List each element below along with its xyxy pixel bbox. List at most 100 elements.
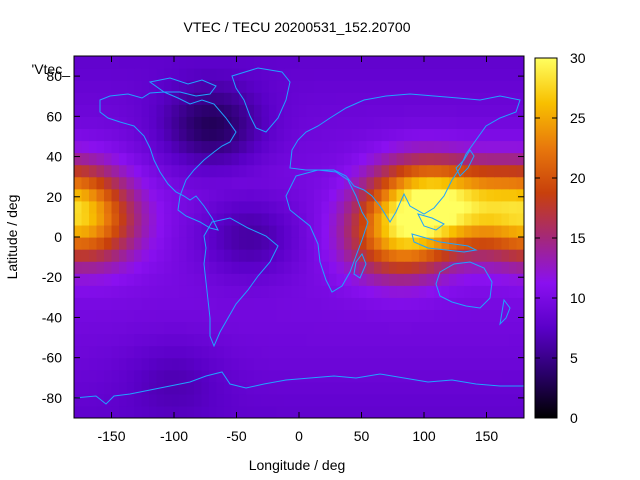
heatmap-cell <box>449 200 458 214</box>
heatmap-cell <box>224 381 233 395</box>
heatmap-cell <box>344 56 353 69</box>
heatmap-cell <box>389 200 398 214</box>
heatmap-cell <box>306 164 315 178</box>
heatmap-cell <box>464 381 473 395</box>
heatmap-cell <box>141 345 150 359</box>
heatmap-cell <box>479 273 488 286</box>
heatmap-cell <box>449 104 458 117</box>
heatmap-cell <box>119 333 128 347</box>
heatmap-cell <box>134 188 143 202</box>
heatmap-cell <box>299 393 308 407</box>
heatmap-cell <box>321 381 330 395</box>
heatmap-cell <box>171 261 180 274</box>
heatmap-cell <box>201 80 210 93</box>
heatmap-cell <box>104 128 113 142</box>
heatmap-cell <box>111 164 120 178</box>
heatmap-cell <box>456 309 465 323</box>
heatmap-cell <box>141 381 150 395</box>
heatmap-cell <box>366 357 375 371</box>
heatmap-cell <box>119 68 128 81</box>
heatmap-cell <box>141 249 150 262</box>
heatmap-cell <box>141 285 150 298</box>
heatmap-cell <box>194 200 203 214</box>
heatmap-cell <box>456 56 465 69</box>
heatmap-cell <box>366 285 375 298</box>
heatmap-cell <box>321 285 330 298</box>
heatmap-cell <box>111 357 120 371</box>
heatmap-cell <box>374 357 383 371</box>
heatmap-cell <box>254 140 263 154</box>
heatmap-cell <box>389 381 398 395</box>
heatmap-cell <box>374 68 383 81</box>
heatmap-cell <box>104 152 113 166</box>
heatmap-cell <box>276 104 285 117</box>
heatmap-cell <box>434 212 443 226</box>
heatmap-cell <box>119 212 128 226</box>
heatmap-cell <box>89 212 98 226</box>
heatmap-cell <box>141 56 150 69</box>
heatmap-cell <box>411 128 420 142</box>
heatmap-cell <box>254 212 263 226</box>
heatmap-cell <box>179 224 188 238</box>
heatmap-cell <box>141 68 150 81</box>
heatmap-cell <box>441 237 450 250</box>
heatmap-cell <box>104 249 113 262</box>
heatmap-cell <box>216 309 225 323</box>
heatmap-cell <box>299 104 308 117</box>
heatmap-cell <box>471 237 480 250</box>
heatmap-cell <box>389 309 398 323</box>
heatmap-cell <box>104 176 113 190</box>
heatmap-cell <box>119 92 128 105</box>
heatmap-cell <box>419 345 428 359</box>
heatmap-cell <box>269 333 278 347</box>
heatmap-cell <box>261 285 270 298</box>
heatmap-cell <box>456 152 465 166</box>
heatmap-cell <box>104 309 113 323</box>
heatmap-cell <box>314 188 323 202</box>
heatmap-cell <box>209 321 218 335</box>
heatmap-cell <box>426 381 435 395</box>
heatmap-cell <box>501 249 510 262</box>
heatmap-cell <box>74 212 83 226</box>
heatmap-cell <box>501 164 510 178</box>
heatmap-cell <box>396 357 405 371</box>
heatmap-cell <box>111 212 120 226</box>
heatmap-cell <box>516 176 524 190</box>
heatmap-cell <box>501 357 510 371</box>
coastline-greenland <box>231 67 291 133</box>
heatmap-cell <box>291 357 300 371</box>
heatmap-cell <box>104 212 113 226</box>
heatmap-cell <box>201 68 210 81</box>
heatmap-cell <box>471 68 480 81</box>
heatmap-cell <box>434 345 443 359</box>
heatmap-cell <box>381 188 390 202</box>
heatmap-cell <box>179 405 188 418</box>
heatmap-cell <box>201 212 210 226</box>
heatmap-cell <box>89 369 98 383</box>
heatmap-cell <box>96 68 105 81</box>
heatmap-cell <box>509 188 518 202</box>
heatmap-cell <box>426 200 435 214</box>
heatmap-cell <box>404 200 413 214</box>
heatmap-cell <box>284 188 293 202</box>
heatmap-cell <box>494 188 503 202</box>
heatmap-cell <box>374 200 383 214</box>
heatmap-cell <box>441 200 450 214</box>
heatmap-cell <box>246 261 255 274</box>
heatmap-cell <box>156 224 165 238</box>
heatmap-cell <box>336 152 345 166</box>
heatmap-cell <box>314 224 323 238</box>
heatmap-cell <box>126 297 135 310</box>
heatmap-cell <box>126 321 135 335</box>
heatmap-cell <box>321 345 330 359</box>
heatmap-cell <box>179 104 188 117</box>
heatmap-cell <box>494 249 503 262</box>
heatmap-cell <box>126 381 135 395</box>
heatmap-cell <box>501 200 510 214</box>
heatmap-cell <box>74 104 83 117</box>
colorbar-tick-label: 0 <box>570 410 578 426</box>
heatmap-cell <box>104 297 113 310</box>
heatmap-cell <box>336 249 345 262</box>
heatmap-cell <box>134 309 143 323</box>
heatmap-cell <box>464 68 473 81</box>
